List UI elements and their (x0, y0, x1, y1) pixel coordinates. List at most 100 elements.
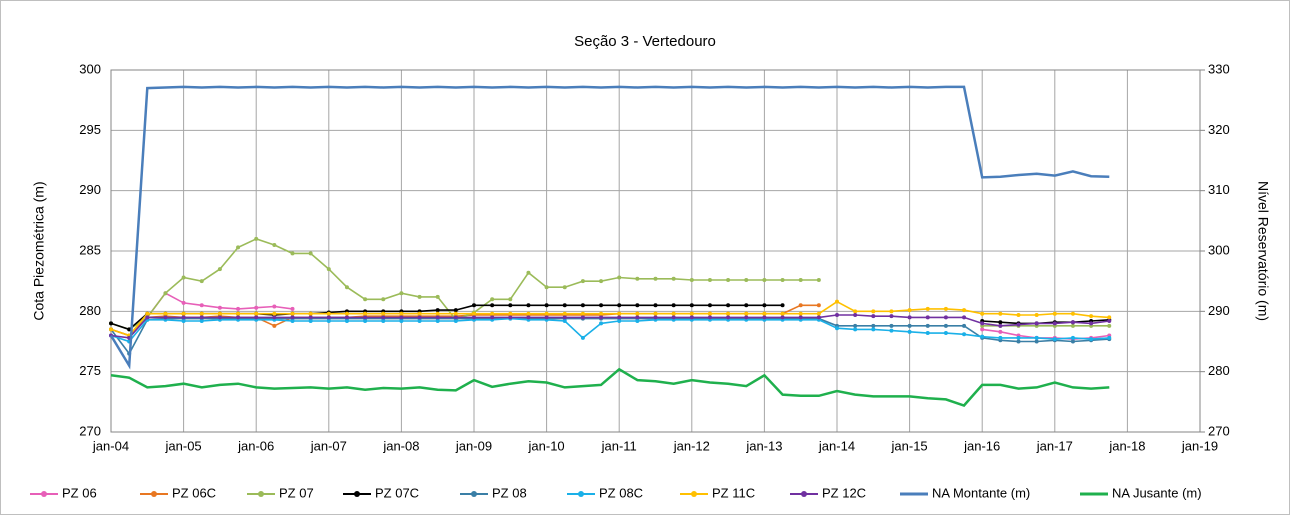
series-marker (780, 311, 785, 316)
series-marker (871, 323, 876, 328)
series-marker (344, 315, 349, 320)
series-marker (1016, 335, 1021, 340)
series-marker (453, 311, 458, 316)
series-marker (1034, 335, 1039, 340)
legend-marker (354, 491, 360, 497)
series-marker (1070, 335, 1075, 340)
series-marker (145, 315, 150, 320)
series-marker (1089, 337, 1094, 342)
series-marker (853, 323, 858, 328)
series-marker (853, 309, 858, 314)
series-marker (290, 318, 295, 323)
series-marker (254, 236, 259, 241)
x-tick-label: jan-12 (673, 438, 710, 453)
series-marker (762, 311, 767, 316)
series-marker (671, 303, 676, 308)
series-marker (508, 311, 513, 316)
series-marker (453, 315, 458, 320)
series-marker (1107, 335, 1112, 340)
series-marker (1070, 320, 1075, 325)
series-marker (798, 303, 803, 308)
series-marker (562, 285, 567, 290)
legend-marker (578, 491, 584, 497)
series-line (109, 85, 1110, 370)
x-tick-label: jan-18 (1108, 438, 1145, 453)
series-marker (653, 303, 658, 308)
series-marker (816, 303, 821, 308)
series-marker (1016, 322, 1021, 327)
series-line (110, 317, 1110, 343)
series-marker (472, 303, 476, 308)
series-marker (635, 318, 640, 323)
series-marker (435, 294, 440, 299)
series-marker (1016, 312, 1021, 317)
series-marker (617, 311, 622, 316)
y-tick-label: 270 (79, 423, 101, 438)
series-marker (381, 318, 386, 323)
series-marker (181, 315, 186, 320)
x-tick-label: jan-14 (818, 438, 855, 453)
y-tick-label: 300 (79, 61, 101, 76)
series-marker (599, 279, 604, 284)
series-marker (163, 311, 168, 316)
series-marker (1016, 339, 1021, 344)
series-line (110, 367, 1110, 407)
series-marker (943, 306, 948, 311)
series-marker (998, 329, 1003, 334)
series-marker (853, 312, 858, 317)
series-marker (726, 315, 731, 320)
series-marker (181, 300, 186, 305)
x-tick-label: jan-09 (455, 438, 492, 453)
series-marker (308, 318, 313, 323)
series-marker (617, 318, 622, 323)
series-marker (707, 277, 712, 282)
legend-marker (471, 491, 477, 497)
series-marker (544, 285, 549, 290)
x-tick-label: jan-06 (237, 438, 274, 453)
series-marker (272, 315, 277, 320)
series-marker (871, 309, 876, 314)
legend-label: PZ 06 (62, 485, 97, 500)
series-marker (217, 267, 222, 272)
x-tick-label: jan-05 (165, 438, 202, 453)
series-marker (889, 314, 894, 319)
series-marker (617, 315, 622, 320)
series-marker (617, 275, 622, 280)
series-marker (998, 320, 1003, 325)
series-marker (236, 311, 241, 316)
series-marker (798, 315, 803, 320)
legend-label: PZ 12C (822, 485, 866, 500)
series-marker (1034, 312, 1039, 317)
legend-label: NA Jusante (m) (1112, 485, 1202, 500)
series-marker (907, 329, 912, 334)
series-marker (490, 297, 495, 302)
series-marker (1034, 321, 1039, 326)
series-marker (109, 321, 113, 326)
series-marker (835, 312, 839, 317)
series-marker (599, 303, 604, 308)
series-marker (835, 299, 839, 304)
series-marker (962, 323, 967, 328)
legend-label: PZ 07 (279, 485, 314, 500)
series-marker (308, 251, 313, 256)
series-marker (435, 318, 440, 323)
series-marker (871, 327, 876, 332)
series-marker (526, 315, 531, 320)
series-marker (272, 311, 277, 316)
series-marker (453, 308, 458, 313)
series-marker (798, 277, 803, 282)
series-marker (526, 270, 531, 275)
legend-marker (258, 491, 264, 497)
series-marker (326, 315, 331, 320)
series-marker (562, 311, 567, 316)
series-marker (943, 331, 948, 336)
y-tick-label: 275 (79, 363, 101, 378)
series-marker (689, 277, 694, 282)
series-marker (780, 315, 785, 320)
series-marker (907, 323, 912, 328)
series-marker (236, 245, 241, 250)
y-tick-label: 290 (79, 182, 101, 197)
series-marker (962, 315, 967, 320)
series-marker (689, 303, 694, 308)
series-marker (1052, 311, 1057, 316)
